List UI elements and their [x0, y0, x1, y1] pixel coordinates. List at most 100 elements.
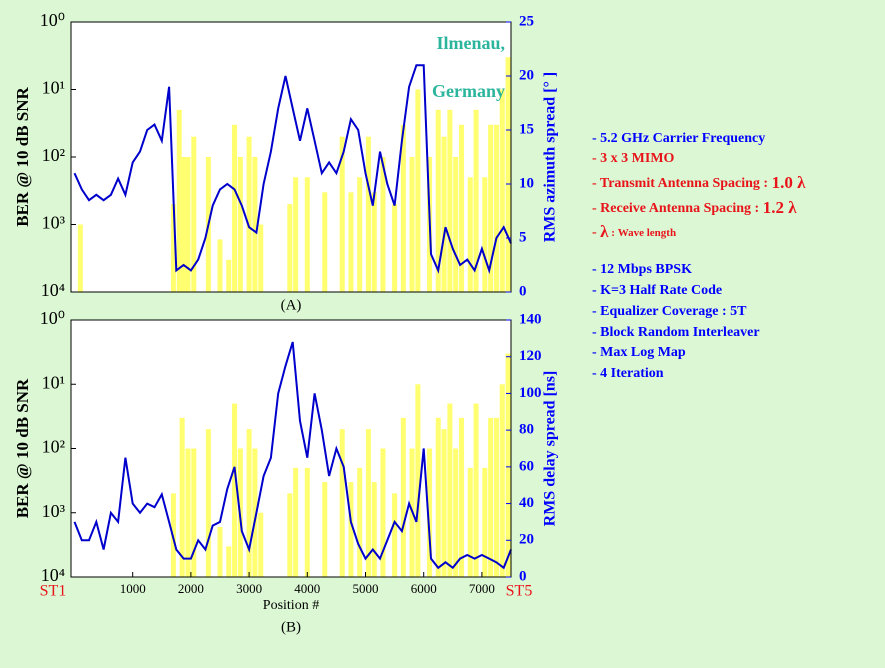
bar: [400, 417, 406, 577]
bar: [441, 136, 447, 292]
y2-tick-label: 10: [519, 175, 534, 191]
y-tick-label: 10³: [42, 213, 66, 233]
bar: [185, 448, 191, 577]
bar: [322, 192, 328, 292]
bar: [252, 448, 258, 577]
bar: [176, 109, 182, 293]
bar: [191, 448, 197, 577]
y2-tick-label: 60: [519, 458, 534, 474]
line: [73, 64, 512, 275]
bar: [170, 204, 176, 292]
bar: [185, 157, 191, 292]
bar: [232, 124, 238, 292]
bar: [287, 493, 293, 577]
y-axis-label: BER @ 10 dB SNR: [13, 378, 32, 518]
bar: [453, 448, 459, 577]
bar: [380, 448, 386, 577]
bar: [473, 109, 479, 293]
x-axis-label: Position #: [263, 598, 319, 613]
x-tick-label: 2000: [178, 581, 204, 596]
bar: [493, 417, 499, 577]
y2-tick-label: 120: [519, 348, 542, 364]
bar: [392, 204, 398, 292]
bar: [447, 403, 453, 577]
y2-axis-label: RMS azimuth spread [° ]: [542, 72, 559, 243]
x-tick-label: 7000: [469, 581, 495, 596]
y-tick-label: 10⁴: [41, 280, 65, 300]
bar: [482, 467, 488, 577]
bar: [304, 177, 310, 292]
bar: [179, 417, 185, 577]
bar: [246, 136, 252, 292]
bar: [226, 546, 232, 577]
bar: [252, 157, 258, 292]
bar: [232, 403, 238, 577]
bar: [453, 157, 459, 292]
bar: [365, 429, 371, 577]
y-tick-label: 10¹: [42, 372, 65, 392]
bar: [415, 384, 421, 577]
bar: [226, 259, 232, 292]
bar: [459, 124, 465, 292]
bar: [488, 124, 494, 292]
bar: [304, 467, 310, 577]
y-tick-label: 10²: [42, 437, 65, 457]
x-tick-label: 1000: [120, 581, 146, 596]
y2-tick-label: 25: [519, 13, 534, 29]
note: - 5.2 GHz Carrier Frequency: [592, 131, 765, 146]
note: - Receive Antenna Spacing : 1.2 λ: [592, 198, 797, 217]
x-tick-label: 6000: [411, 581, 437, 596]
annotation: Germany: [432, 81, 505, 101]
end-label: ST5: [506, 583, 533, 600]
y-tick-label: 10¹: [42, 78, 65, 98]
bar: [505, 353, 511, 577]
note: - Block Random Interleaver: [592, 325, 760, 340]
bar: [392, 493, 398, 577]
bar: [441, 429, 447, 577]
bar: [258, 224, 264, 292]
note: - Max Log Map: [592, 345, 686, 360]
bar: [293, 177, 299, 292]
note: - 4 Iteration: [592, 366, 664, 381]
bar: [499, 89, 505, 292]
bar: [293, 467, 299, 577]
x-tick-label: 3000: [236, 581, 262, 596]
y2-tick-label: 20: [519, 532, 534, 548]
bar: [493, 124, 499, 292]
bar: [365, 136, 371, 292]
bar: [339, 136, 345, 292]
bar: [348, 192, 354, 292]
y-tick-label: 10⁰: [40, 308, 65, 328]
y2-tick-label: 40: [519, 495, 534, 511]
bar: [482, 177, 488, 292]
bar: [427, 448, 433, 577]
y2-tick-label: 20: [519, 67, 534, 83]
x-tick-label: 5000: [352, 581, 378, 596]
bar: [339, 429, 345, 577]
bar: [77, 224, 83, 292]
note: - 12 Mbps BPSK: [592, 262, 692, 277]
y-axis-label: BER @ 10 dB SNR: [13, 86, 32, 226]
bar: [415, 89, 421, 292]
y2-tick-label: 0: [519, 568, 527, 584]
y2-axis-label: RMS delay spread [ns]: [542, 371, 559, 527]
y-tick-label: 10²: [42, 145, 65, 165]
line: [73, 341, 512, 570]
bar: [409, 157, 415, 292]
bar: [258, 512, 264, 577]
y2-tick-label: 100: [519, 385, 542, 401]
bar: [435, 109, 441, 293]
y-tick-label: 10⁴: [41, 565, 65, 585]
bar: [322, 482, 328, 577]
y2-tick-label: 0: [519, 283, 527, 299]
bar: [217, 527, 223, 577]
note: - λ : Wave length: [592, 222, 676, 241]
bar: [287, 204, 293, 292]
y-tick-label: 10³: [42, 501, 66, 521]
panel-label: (B): [281, 619, 301, 635]
bar: [205, 429, 211, 577]
bar: [371, 192, 377, 292]
y2-tick-label: 5: [519, 229, 527, 245]
